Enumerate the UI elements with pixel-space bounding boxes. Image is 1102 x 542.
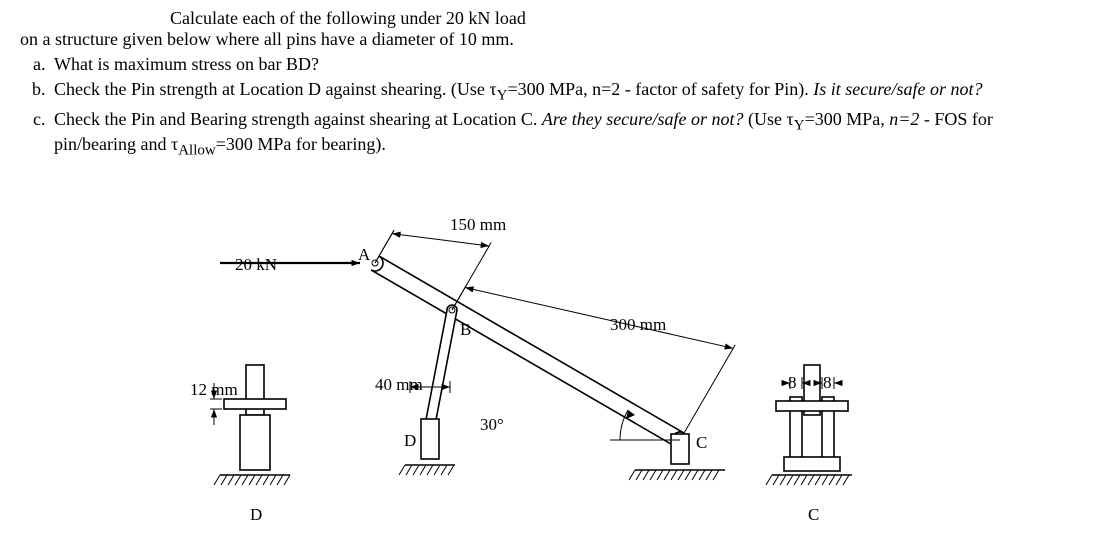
part-c-text2: (Use τ (744, 109, 794, 129)
dim-12-label: 12 mm (190, 380, 238, 400)
part-b-text1: Check the Pin strength at Location D aga… (54, 79, 497, 99)
detail-C-label: C (808, 505, 819, 525)
load-label: 20 kN (235, 255, 277, 275)
part-c-text5: =300 MPa for bearing). (216, 134, 386, 154)
figure: 20 kN 150 mm 300 mm 12 mm 40 mm 8 8 30° … (180, 215, 920, 535)
part-b-sub1: Y (497, 88, 508, 104)
point-C: C (696, 433, 707, 453)
detail-D-label: D (250, 505, 262, 525)
part-c-text1: Check the Pin and Bearing strength again… (54, 109, 542, 129)
dim-300-label: 300 mm (610, 315, 666, 335)
dim-40-label: 40 mm (375, 375, 423, 395)
part-a: What is maximum stress on bar BD? (50, 54, 1054, 75)
part-c-sub1: Y (794, 117, 805, 133)
part-c-sub2: Allow (178, 143, 216, 159)
part-c-n: n=2 (889, 109, 919, 129)
angle-label: 30° (480, 415, 504, 435)
part-c-italic: Are they secure/safe or not? (542, 109, 744, 129)
point-B: B (460, 320, 471, 340)
part-b-text2: =300 MPa, n=2 - factor of safety for Pin… (507, 79, 813, 99)
dim-8b-label: 8 (823, 373, 832, 393)
dim-150-label: 150 mm (450, 215, 506, 235)
point-A: A (358, 245, 370, 265)
part-b: Check the Pin strength at Location D aga… (50, 79, 1054, 105)
dim-8a-label: 8 (788, 373, 797, 393)
intro-line-2: on a structure given below where all pin… (20, 29, 1082, 50)
point-D: D (404, 431, 416, 451)
figure-svg (180, 215, 920, 535)
question-list: What is maximum stress on bar BD? Check … (50, 54, 1082, 160)
part-c: Check the Pin and Bearing strength again… (50, 109, 1054, 160)
part-b-italic: Is it secure/safe or not? (813, 79, 982, 99)
intro-line-1: Calculate each of the following under 20… (170, 8, 1082, 29)
part-c-text3: =300 MPa, (805, 109, 890, 129)
